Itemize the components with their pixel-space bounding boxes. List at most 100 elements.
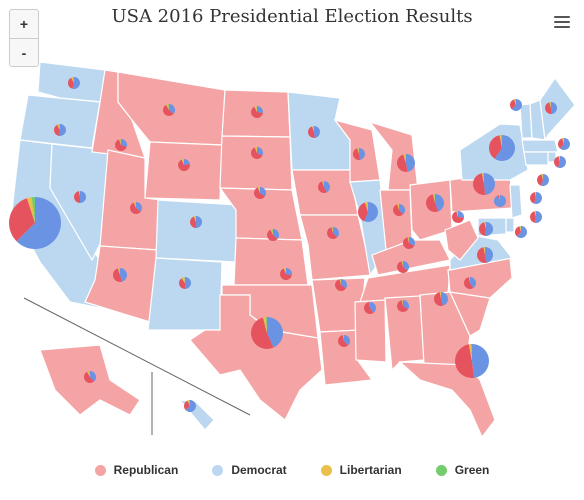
legend-label-green: Green (454, 463, 490, 477)
pie-md[interactable] (515, 226, 527, 238)
legend-label-democrat: Democrat (231, 463, 287, 477)
pie-slice-democrat (80, 191, 87, 203)
pie-slice-democrat (485, 247, 494, 263)
pie-slice-libertarian (364, 202, 368, 212)
pie-wy[interactable] (178, 159, 190, 171)
pie-pa[interactable] (472, 173, 496, 196)
legend-item-republican[interactable]: Republican (94, 463, 178, 477)
pie-slice-democrat (257, 106, 263, 114)
pie-slice-libertarian (541, 174, 543, 180)
pie-ga[interactable] (434, 292, 449, 306)
pie-wa[interactable] (68, 77, 80, 89)
pie-or[interactable] (53, 124, 67, 136)
state-co[interactable] (155, 199, 239, 263)
pie-ri[interactable] (554, 156, 566, 169)
state-az[interactable] (84, 245, 159, 323)
pie-mo[interactable] (327, 227, 340, 240)
legend-label-libertarian: Libertarian (339, 463, 402, 477)
pie-slice-libertarian (562, 138, 564, 144)
pie-ne[interactable] (254, 187, 266, 199)
pie-va[interactable] (479, 222, 494, 236)
map-title: USA 2016 Presidential Election Results (111, 6, 473, 27)
pie-dc[interactable] (494, 195, 506, 208)
pie-wi[interactable] (353, 148, 366, 160)
state-tx[interactable] (189, 294, 323, 421)
pie-ak[interactable] (84, 371, 96, 383)
pie-slice-democrat (344, 335, 350, 346)
pie-ar[interactable] (334, 279, 347, 292)
pie-in[interactable] (392, 204, 406, 217)
pie-mt[interactable] (163, 104, 176, 116)
pie-ct[interactable] (537, 174, 549, 187)
state-ct[interactable] (523, 151, 549, 166)
state-wy[interactable] (144, 141, 223, 201)
state-me[interactable] (539, 76, 576, 142)
state-de[interactable] (505, 217, 515, 233)
state-mo[interactable] (299, 214, 373, 281)
state-or[interactable] (19, 94, 101, 149)
pie-wv[interactable] (452, 211, 464, 223)
state-ma[interactable] (521, 139, 559, 153)
pie-slice-libertarian (133, 202, 136, 208)
pie-mi[interactable] (397, 154, 416, 172)
pie-slice-republican (9, 198, 35, 242)
pie-ma[interactable] (558, 138, 571, 150)
pie-az[interactable] (113, 268, 128, 282)
pie-mn[interactable] (308, 126, 321, 138)
pie-tx[interactable] (251, 317, 284, 349)
state-al[interactable] (384, 295, 425, 372)
pie-tn[interactable] (397, 261, 410, 274)
pie-slice-democrat (314, 126, 321, 138)
state-wv[interactable] (444, 219, 479, 261)
pie-slice-republican (497, 195, 500, 201)
pie-ut[interactable] (130, 202, 143, 215)
pie-il[interactable] (357, 202, 378, 222)
pie-slice-republican (327, 227, 338, 240)
pie-slice-libertarian (187, 400, 190, 406)
pie-nh[interactable] (545, 102, 558, 115)
pie-ok[interactable] (280, 268, 293, 280)
state-sd[interactable] (219, 135, 293, 191)
pie-co[interactable] (189, 216, 203, 229)
pie-slice-democrat (267, 317, 284, 348)
pie-ca[interactable] (9, 197, 61, 249)
pie-hi[interactable] (184, 400, 196, 413)
pie-slice-republican (392, 204, 404, 217)
pie-la[interactable] (338, 335, 350, 348)
pie-ia[interactable] (317, 181, 330, 194)
pie-ny[interactable] (489, 135, 516, 161)
zoom-in-button[interactable]: + (10, 10, 38, 38)
pie-al[interactable] (397, 300, 410, 312)
pie-oh[interactable] (425, 194, 445, 213)
pie-slice-democrat (403, 261, 410, 271)
pie-slice-republican (554, 156, 560, 168)
legend-item-green[interactable]: Green (435, 463, 490, 477)
state-ks[interactable] (233, 237, 309, 286)
zoom-out-button[interactable]: - (10, 38, 38, 66)
pie-slice-republican (558, 138, 564, 149)
state-ms[interactable] (354, 299, 387, 363)
pie-slice-libertarian (401, 261, 403, 267)
pie-ks[interactable] (267, 229, 280, 241)
pie-slice-democrat (399, 204, 406, 215)
pie-nm[interactable] (178, 277, 192, 289)
pie-fl[interactable] (454, 344, 489, 379)
hamburger-menu-icon[interactable] (554, 16, 570, 30)
pie-id[interactable] (114, 139, 127, 151)
pie-ms[interactable] (363, 302, 377, 314)
pie-nv[interactable] (73, 191, 87, 203)
pie-nc[interactable] (477, 247, 494, 263)
pie-sd[interactable] (250, 147, 263, 159)
pie-nd[interactable] (251, 106, 263, 118)
pie-vt[interactable] (510, 99, 522, 111)
state-la[interactable] (319, 329, 374, 386)
legend-item-libertarian[interactable]: Libertarian (320, 463, 402, 477)
zoom-control: + - (9, 9, 39, 67)
pie-de[interactable] (530, 211, 542, 223)
state-nj[interactable] (509, 184, 523, 219)
legend-item-democrat[interactable]: Democrat (212, 463, 287, 477)
pie-ky[interactable] (403, 237, 415, 250)
state-nm[interactable] (147, 257, 223, 331)
pie-nj[interactable] (530, 192, 542, 204)
pie-sc[interactable] (464, 277, 476, 289)
